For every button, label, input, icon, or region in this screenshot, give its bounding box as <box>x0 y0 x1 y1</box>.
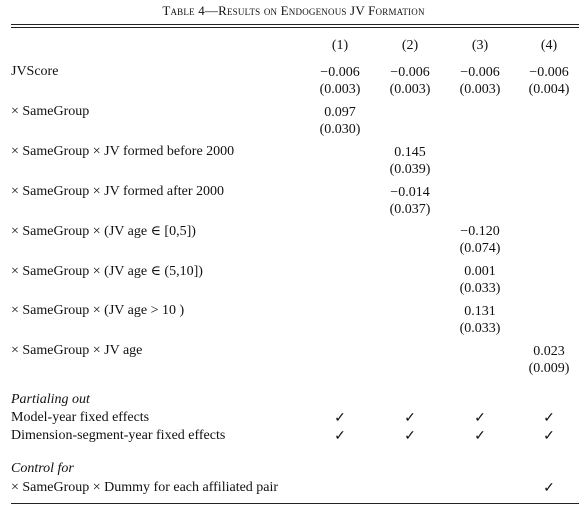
estimate-value: −0.006 <box>390 65 430 80</box>
coefficient-cell: 0.023 (0.009) <box>514 343 584 377</box>
row-label: JVScore <box>11 64 59 79</box>
estimate-value: −0.014 <box>390 185 430 200</box>
coefficient-cell: 0.131 (0.033) <box>445 303 515 337</box>
coefficient-cell: −0.006 (0.003) <box>445 64 515 98</box>
control-heading: Control for <box>11 461 74 476</box>
check-icon: ✓ <box>334 429 346 444</box>
coefficient-cell: −0.006 (0.003) <box>375 64 445 98</box>
column-header-4: (4) <box>540 38 558 53</box>
estimate-value: −0.006 <box>320 65 360 80</box>
estimate-value: 0.001 <box>464 264 496 279</box>
top-rule <box>11 24 579 25</box>
control-row-label: × SameGroup × Dummy for each affiliated … <box>11 480 279 495</box>
standard-error-value: (0.003) <box>459 82 501 97</box>
top-rule-second <box>11 27 579 28</box>
column-header-3: (3) <box>471 38 489 53</box>
standard-error-value: (0.033) <box>459 321 501 336</box>
standard-error-value: (0.003) <box>319 82 361 97</box>
row-label: × SameGroup <box>11 104 90 119</box>
row-label: × SameGroup × (JV age > 10 ) <box>11 303 185 318</box>
check-icon: ✓ <box>543 481 555 496</box>
check-icon: ✓ <box>543 411 555 426</box>
standard-error-value: (0.037) <box>389 202 431 217</box>
row-label: × SameGroup × JV formed after 2000 <box>11 184 225 199</box>
row-label: × SameGroup × (JV age ∈ (5,10]) <box>11 264 203 279</box>
estimate-value: −0.120 <box>460 224 500 239</box>
standard-error-value: (0.039) <box>389 162 431 177</box>
check-icon: ✓ <box>404 429 416 444</box>
standard-error-value: (0.033) <box>459 281 501 296</box>
check-icon: ✓ <box>474 429 486 444</box>
check-icon: ✓ <box>474 411 486 426</box>
row-label: × SameGroup × JV age <box>11 343 143 358</box>
standard-error-value: (0.074) <box>459 241 501 256</box>
table-title: Table 4—Results on Endogenous JV Formati… <box>0 3 587 19</box>
coefficient-cell: −0.006 (0.004) <box>514 64 584 98</box>
standard-error-value: (0.003) <box>389 82 431 97</box>
partialing-row-label: Model-year fixed effects <box>11 410 150 425</box>
estimate-value: 0.145 <box>394 145 426 160</box>
column-header-2: (2) <box>401 38 419 53</box>
table-title-text: Table 4—Results on Endogenous JV Formati… <box>162 3 425 18</box>
coefficient-cell: −0.120 (0.074) <box>445 223 515 257</box>
standard-error-value: (0.004) <box>528 82 570 97</box>
coefficient-cell: 0.097 (0.030) <box>305 104 375 138</box>
estimate-value: 0.097 <box>324 105 356 120</box>
check-icon: ✓ <box>543 429 555 444</box>
standard-error-value: (0.030) <box>319 122 361 137</box>
partialing-heading: Partialing out <box>11 392 90 407</box>
column-header-1: (1) <box>331 38 349 53</box>
coefficient-cell: −0.014 (0.037) <box>375 184 445 218</box>
estimate-value: 0.131 <box>464 304 496 319</box>
partialing-row-label: Dimension-segment-year fixed effects <box>11 428 226 443</box>
coefficient-cell: 0.145 (0.039) <box>375 144 445 178</box>
standard-error-value: (0.009) <box>528 361 570 376</box>
bottom-rule <box>11 503 579 504</box>
row-label: × SameGroup × JV formed before 2000 <box>11 144 235 159</box>
check-icon: ✓ <box>334 411 346 426</box>
estimate-value: 0.023 <box>533 344 565 359</box>
coefficient-cell: 0.001 (0.033) <box>445 263 515 297</box>
check-icon: ✓ <box>404 411 416 426</box>
estimate-value: −0.006 <box>529 65 569 80</box>
coefficient-cell: −0.006 (0.003) <box>305 64 375 98</box>
row-label: × SameGroup × (JV age ∈ [0,5]) <box>11 224 196 239</box>
estimate-value: −0.006 <box>460 65 500 80</box>
